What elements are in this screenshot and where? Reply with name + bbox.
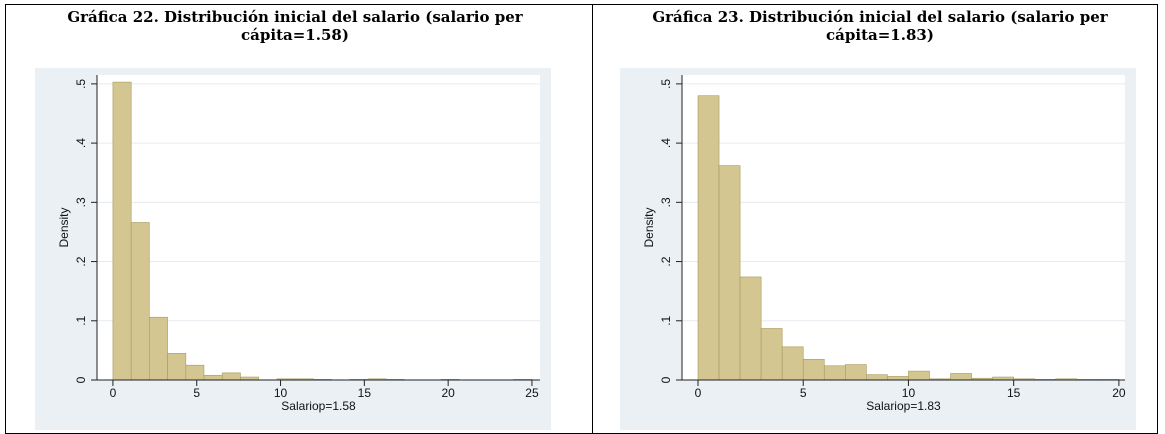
x-tick-label: 25: [525, 386, 539, 400]
chart-title: Gráfica 23. Distribución inicial del sal…: [652, 8, 1108, 44]
y-tick-label: .1: [659, 315, 673, 325]
bar: [802, 358, 825, 381]
y-tick-label: .5: [659, 79, 673, 89]
y-tick-label: .2: [659, 256, 673, 266]
x-tick-label: 10: [274, 386, 288, 400]
bar: [130, 222, 150, 381]
bar: [781, 346, 804, 381]
x-axis-label: Salariop=1.58: [281, 399, 356, 413]
bar: [760, 328, 783, 381]
x-tick-label: 15: [1007, 386, 1021, 400]
x-tick-label: 5: [800, 386, 807, 400]
y-tick-label: .3: [659, 197, 673, 207]
x-tick-label: 15: [358, 386, 372, 400]
chart: 0 .1 .2 .3 .4 .5 0 5 10 15 20 25 Salariop=1.58 Densit…: [35, 68, 551, 430]
bar: [112, 81, 132, 381]
y-tick-label: .1: [74, 315, 88, 325]
bar: [739, 276, 762, 381]
x-tick-label: 20: [441, 386, 455, 400]
x-tick-label: 10: [902, 386, 916, 400]
y-tick-label: .2: [74, 256, 88, 266]
y-tick-label: .5: [74, 79, 88, 89]
x-tick-label: 5: [193, 386, 200, 400]
y-tick-label: .4: [659, 138, 673, 148]
bar: [887, 376, 909, 381]
chart: 0 .1 .2 .3 .4 .5 0 5 10 15 20 Salariop=1.83 Density: [620, 68, 1136, 430]
table-divider: [592, 4, 593, 434]
bar: [845, 364, 867, 381]
bar: [950, 373, 972, 381]
bar: [866, 374, 888, 381]
bar: [718, 165, 741, 381]
bar: [697, 95, 720, 381]
y-tick-label: .4: [74, 138, 88, 148]
bar: [185, 364, 205, 381]
x-tick-label: 0: [110, 386, 117, 400]
bar: [908, 370, 930, 381]
bar: [167, 353, 187, 381]
y-tick-label: .3: [74, 197, 88, 207]
chart-title: Gráfica 22. Distribución inicial del sal…: [67, 8, 523, 44]
x-tick-label: 0: [695, 386, 702, 400]
y-tick-label: 0: [659, 376, 673, 383]
bar: [148, 316, 168, 381]
bar: [823, 365, 846, 381]
y-axis-label: Density: [57, 207, 71, 247]
bar: [203, 374, 223, 381]
plot-area: [97, 75, 540, 380]
x-axis-label: Salariop=1.83: [866, 399, 941, 413]
y-tick-label: 0: [74, 376, 88, 383]
x-tick-label: 20: [1112, 386, 1126, 400]
y-axis-label: Density: [642, 207, 656, 247]
bar: [221, 372, 241, 381]
